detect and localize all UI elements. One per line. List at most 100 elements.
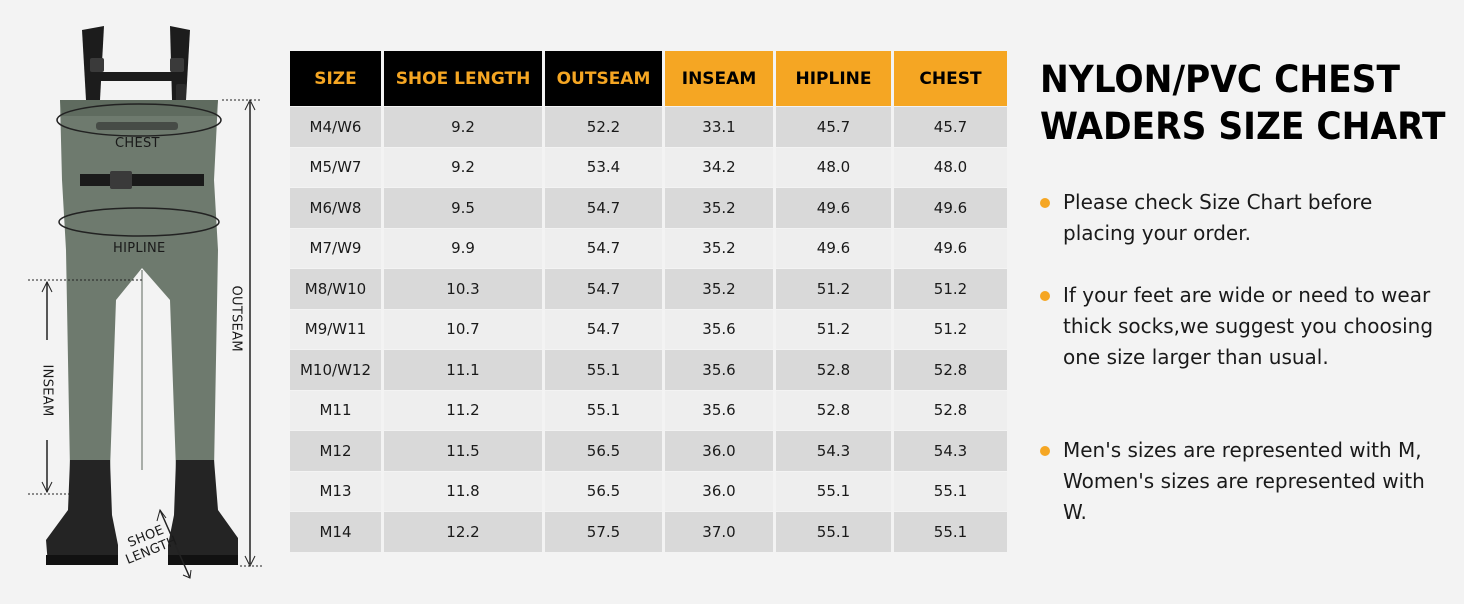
page-title: NYLON/PVC CHEST WADERS SIZE CHART — [1040, 56, 1449, 150]
table-row: M13 11.8 56.5 36.0 55.1 55.1 — [290, 471, 1007, 511]
cell-hipline: 55.1 — [776, 512, 891, 552]
cell-shoe-length: 10.7 — [384, 309, 542, 349]
cell-size: M8/W10 — [290, 269, 381, 309]
cell-size: M10/W12 — [290, 350, 381, 390]
table-row: M4/W6 9.2 52.2 33.1 45.7 45.7 — [290, 107, 1007, 147]
cell-inseam: 34.2 — [665, 147, 773, 187]
outseam-measure-line — [222, 98, 262, 568]
table-row: M6/W8 9.5 54.7 35.2 49.6 49.6 — [290, 188, 1007, 228]
cell-outseam: 55.1 — [545, 390, 662, 430]
suspender-straps — [82, 26, 190, 104]
shoe-length-measure-line — [156, 508, 192, 579]
cell-size: M5/W7 — [290, 147, 381, 187]
table-row: M9/W11 10.7 54.7 35.6 51.2 51.2 — [290, 309, 1007, 349]
cell-size: M4/W6 — [290, 107, 381, 147]
table-row: M14 12.2 57.5 37.0 55.1 55.1 — [290, 512, 1007, 552]
info-bullet-size-check: Please check Size Chart before placing y… — [1040, 187, 1450, 249]
cell-shoe-length: 9.2 — [384, 147, 542, 187]
cell-outseam: 56.5 — [545, 431, 662, 471]
cell-chest: 52.8 — [894, 350, 1007, 390]
cell-size: M14 — [290, 512, 381, 552]
table-row: M10/W12 11.1 55.1 35.6 52.8 52.8 — [290, 350, 1007, 390]
cell-shoe-length: 12.2 — [384, 512, 542, 552]
inseam-measure-line — [28, 279, 142, 495]
header-chest: CHEST — [894, 51, 1007, 106]
cell-outseam: 54.7 — [545, 228, 662, 268]
cell-outseam: 55.1 — [545, 350, 662, 390]
cell-chest: 49.6 — [894, 188, 1007, 228]
bullet-dot-icon — [1040, 446, 1050, 456]
header-inseam: INSEAM — [665, 51, 773, 106]
cell-outseam: 54.7 — [545, 309, 662, 349]
waders-boots — [46, 460, 238, 565]
cell-chest: 55.1 — [894, 512, 1007, 552]
hipline-measure-ellipse — [58, 207, 220, 237]
header-outseam: OUTSEAM — [545, 51, 662, 106]
table-row: M11 11.2 55.1 35.6 52.8 52.8 — [290, 390, 1007, 430]
cell-hipline: 51.2 — [776, 269, 891, 309]
waders-body — [60, 100, 218, 470]
cell-size: M11 — [290, 390, 381, 430]
cell-inseam: 35.2 — [665, 228, 773, 268]
bullet-text: If your feet are wide or need to wear th… — [1063, 283, 1434, 369]
cell-hipline: 55.1 — [776, 471, 891, 511]
header-size: SIZE — [290, 51, 381, 106]
cell-inseam: 35.6 — [665, 309, 773, 349]
cell-outseam: 54.7 — [545, 269, 662, 309]
cell-shoe-length: 11.5 — [384, 431, 542, 471]
cell-shoe-length: 9.2 — [384, 107, 542, 147]
cell-shoe-length: 10.3 — [384, 269, 542, 309]
cell-chest: 45.7 — [894, 107, 1007, 147]
cell-chest: 51.2 — [894, 269, 1007, 309]
waders-illustration: CHEST HIPLINE OUTSEAM INSEAM SHOE LENGTH — [0, 0, 290, 600]
cell-size: M6/W8 — [290, 188, 381, 228]
cell-shoe-length: 11.2 — [384, 390, 542, 430]
cell-hipline: 45.7 — [776, 107, 891, 147]
cell-inseam: 35.6 — [665, 350, 773, 390]
inseam-label: INSEAM — [39, 364, 55, 417]
title-line-1: NYLON/PVC CHEST — [1040, 58, 1400, 101]
waders-belt — [80, 171, 204, 189]
hipline-label: HIPLINE — [113, 241, 166, 256]
bullet-text: Men's sizes are represented with M, Wome… — [1063, 438, 1425, 524]
chest-measure-ellipse — [56, 103, 222, 137]
bullet-dot-icon — [1040, 198, 1050, 208]
cell-shoe-length: 11.8 — [384, 471, 542, 511]
cell-shoe-length: 9.9 — [384, 228, 542, 268]
cell-shoe-length: 9.5 — [384, 188, 542, 228]
table-row: M5/W7 9.2 53.4 34.2 48.0 48.0 — [290, 147, 1007, 187]
cell-hipline: 54.3 — [776, 431, 891, 471]
header-hipline: HIPLINE — [776, 51, 891, 106]
title-line-2: WADERS SIZE CHART — [1040, 105, 1446, 148]
cell-hipline: 49.6 — [776, 188, 891, 228]
cell-chest: 52.8 — [894, 390, 1007, 430]
size-chart-table: SIZE SHOE LENGTH OUTSEAM INSEAM HIPLINE … — [287, 50, 1010, 553]
cell-chest: 51.2 — [894, 309, 1007, 349]
waders-diagram — [28, 26, 262, 579]
bullet-text: Please check Size Chart before placing y… — [1063, 190, 1373, 245]
cell-hipline: 52.8 — [776, 350, 891, 390]
table-row: M8/W10 10.3 54.7 35.2 51.2 51.2 — [290, 269, 1007, 309]
header-shoe-length: SHOE LENGTH — [384, 51, 542, 106]
cell-chest: 49.6 — [894, 228, 1007, 268]
info-bullet-size-notation: Men's sizes are represented with M, Wome… — [1040, 435, 1450, 528]
cell-hipline: 48.0 — [776, 147, 891, 187]
cell-size: M9/W11 — [290, 309, 381, 349]
cell-outseam: 52.2 — [545, 107, 662, 147]
info-bullet-wide-feet: If your feet are wide or need to wear th… — [1040, 280, 1450, 373]
cell-chest: 55.1 — [894, 471, 1007, 511]
cell-chest: 48.0 — [894, 147, 1007, 187]
bullet-dot-icon — [1040, 291, 1050, 301]
cell-hipline: 51.2 — [776, 309, 891, 349]
outseam-label: OUTSEAM — [228, 285, 244, 352]
cell-inseam: 36.0 — [665, 431, 773, 471]
cell-outseam: 53.4 — [545, 147, 662, 187]
cell-size: M12 — [290, 431, 381, 471]
cell-outseam: 56.5 — [545, 471, 662, 511]
cell-inseam: 35.2 — [665, 269, 773, 309]
cell-inseam: 37.0 — [665, 512, 773, 552]
cell-inseam: 33.1 — [665, 107, 773, 147]
table-header-row: SIZE SHOE LENGTH OUTSEAM INSEAM HIPLINE … — [290, 51, 1007, 106]
cell-outseam: 57.5 — [545, 512, 662, 552]
cell-shoe-length: 11.1 — [384, 350, 542, 390]
